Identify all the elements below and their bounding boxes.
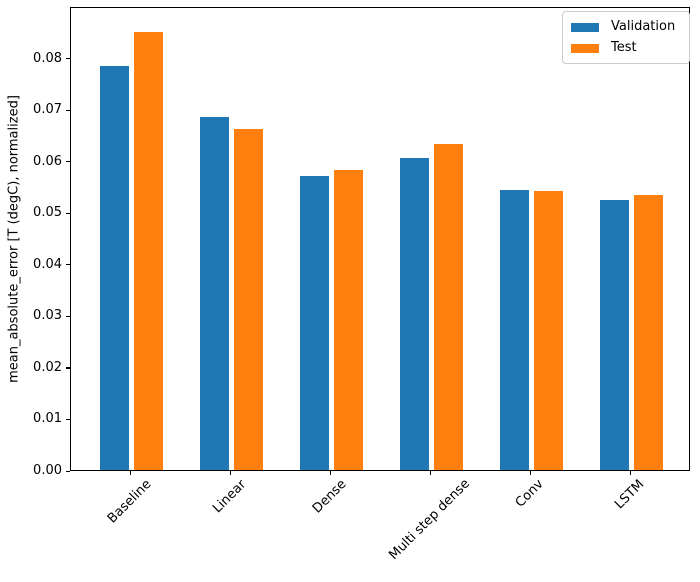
y-tick-mark [66,161,70,163]
validation-color-swatch [571,22,599,32]
plot-area [70,7,690,471]
test-color-swatch [571,43,599,53]
bar-test-dense [333,170,363,470]
y-tick-label: 0.05 [33,205,62,221]
y-tick-mark [66,109,70,111]
y-tick-label: 0.06 [33,153,62,169]
x-tick-label-baseline: Baseline [104,476,155,527]
bar-validation-multi-step-dense [399,158,429,470]
y-tick-mark [66,470,70,472]
legend-label-test: Test [611,40,637,55]
x-tick-label-multi-step-dense: Multi step dense [386,476,473,564]
y-tick-label: 0.08 [33,50,62,66]
y-axis-label: mean_absolute_error [T (degC), normalize… [6,95,22,383]
x-tick-label-linear: Linear [210,476,250,517]
y-tick-mark [66,367,70,369]
y-tick-label: 0.03 [33,308,62,324]
x-tick-mark [629,471,631,475]
y-tick-mark [66,418,70,421]
x-tick-label-lstm: LSTM [612,477,648,513]
bar-validation-dense [299,176,329,470]
legend-item-validation: Validation [571,19,681,35]
x-tick-mark [129,471,131,475]
legend: Validation Test [562,11,690,64]
bar-validation-lstm [599,200,629,470]
x-tick-label-conv: Conv [512,476,547,511]
bar-test-linear [233,128,263,470]
y-tick-mark [66,315,70,318]
y-tick-label: 0.07 [33,102,62,118]
bar-validation-conv [499,189,529,470]
y-tick-mark [66,264,70,266]
y-tick-mark [66,212,70,214]
y-tick-label: 0.01 [33,411,62,427]
x-tick-mark [229,471,231,475]
x-tick-mark [529,471,531,475]
bar-test-conv [533,190,563,470]
legend-item-test: Test [571,40,681,56]
x-tick-mark [429,471,431,475]
bar-test-baseline [133,31,163,470]
bar-test-multi-step-dense [433,143,463,470]
bar-validation-baseline [99,66,129,470]
bar-test-lstm [633,195,663,470]
x-tick-mark [329,471,331,475]
bar-validation-linear [199,117,229,470]
y-tick-label: 0.02 [33,359,62,375]
y-tick-label: 0.04 [33,256,62,272]
x-tick-label-dense: Dense [309,476,350,517]
legend-label-validation: Validation [611,19,676,34]
y-tick-label: 0.00 [33,463,62,478]
y-tick-mark [66,58,70,60]
